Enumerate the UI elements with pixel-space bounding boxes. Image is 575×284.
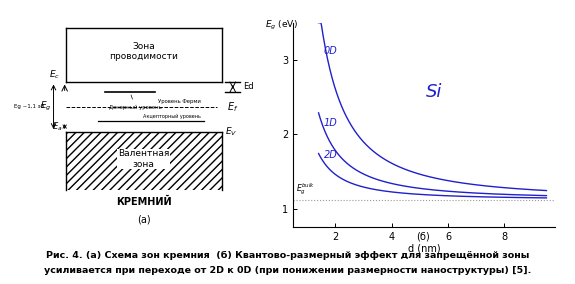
- Text: Eg ~1,1 эВ: Eg ~1,1 эВ: [14, 104, 44, 109]
- Text: (б): (б): [416, 231, 430, 241]
- Text: (а): (а): [137, 215, 151, 225]
- Text: $E_f$: $E_f$: [227, 100, 238, 114]
- Text: Ed: Ed: [243, 82, 254, 91]
- Text: КРЕМНИЙ: КРЕМНИЙ: [116, 197, 171, 207]
- Text: Донорный уровень: Донорный уровень: [109, 95, 162, 110]
- Text: 0D: 0D: [324, 46, 338, 56]
- Text: $E_g$: $E_g$: [40, 100, 51, 113]
- Text: 2D: 2D: [324, 150, 338, 160]
- Text: Акцепторный уровень: Акцепторный уровень: [143, 114, 201, 119]
- Text: 1D: 1D: [324, 118, 338, 128]
- Text: Si: Si: [426, 83, 442, 101]
- Text: $E_c$: $E_c$: [49, 68, 60, 81]
- Text: $E_g^{bulk}$: $E_g^{bulk}$: [296, 181, 315, 197]
- Text: $E_g$ (eV): $E_g$ (eV): [265, 19, 298, 32]
- Bar: [66, 132, 222, 190]
- Text: $E_a$: $E_a$: [52, 120, 62, 133]
- X-axis label: d (nm): d (nm): [408, 243, 440, 253]
- Text: усиливается при переходе от 2D к 0D (при понижении размерности наноструктуры) [5: усиливается при переходе от 2D к 0D (при…: [44, 266, 531, 275]
- Text: Валентная
зона: Валентная зона: [118, 149, 170, 169]
- Text: Зона
проводимости: Зона проводимости: [109, 42, 178, 61]
- Text: $E_V$: $E_V$: [225, 126, 238, 138]
- Text: Рис. 4. (а) Схема зон кремния  (б) Квантово-размерный эффект для запрещённой зон: Рис. 4. (а) Схема зон кремния (б) Кванто…: [46, 251, 529, 260]
- Text: Уровень Ферми: Уровень Ферми: [158, 99, 201, 104]
